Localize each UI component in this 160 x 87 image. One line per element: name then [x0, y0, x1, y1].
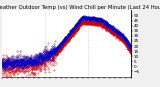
Title: Milwaukee Weather Outdoor Temp (vs) Wind Chill per Minute (Last 24 Hours): Milwaukee Weather Outdoor Temp (vs) Wind…	[0, 5, 160, 10]
